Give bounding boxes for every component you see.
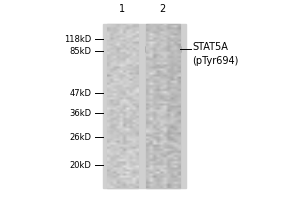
Bar bbox=[103, 24, 186, 188]
Text: 20kD: 20kD bbox=[70, 160, 92, 170]
Text: 85kD: 85kD bbox=[70, 46, 92, 55]
Text: 118kD: 118kD bbox=[64, 34, 92, 44]
Text: 1: 1 bbox=[119, 4, 125, 14]
Text: 47kD: 47kD bbox=[70, 88, 92, 98]
Bar bbox=[106, 24, 138, 188]
Text: 2: 2 bbox=[160, 4, 166, 14]
Bar bbox=[146, 46, 180, 52]
Bar bbox=[146, 24, 180, 188]
Text: 26kD: 26kD bbox=[70, 132, 92, 142]
Text: STAT5A
(pTyr694): STAT5A (pTyr694) bbox=[192, 42, 238, 66]
Text: 36kD: 36kD bbox=[69, 108, 92, 117]
